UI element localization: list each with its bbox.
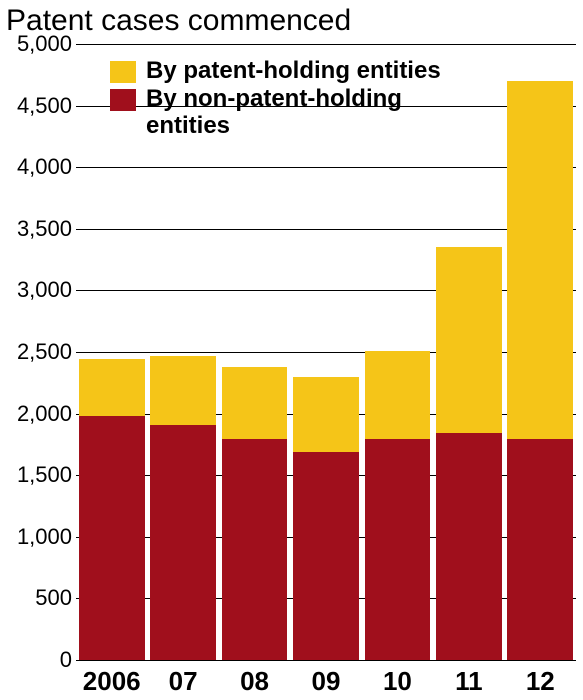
bar-group [436, 44, 502, 660]
y-tick-label: 2,000 [17, 401, 76, 427]
legend-label: By non-patent-holdingentities [146, 86, 402, 139]
chart-container: Patent cases commenced 05001,0001,5002,0… [0, 0, 583, 700]
x-tick-label: 10 [383, 660, 412, 697]
bar-segment-holding [507, 81, 573, 440]
legend-label: By patent-holding entities [146, 58, 441, 84]
y-tick-label: 2,500 [17, 339, 76, 365]
y-tick-label: 1,500 [17, 462, 76, 488]
bar-segment-holding [365, 351, 431, 440]
x-tick-label: 2006 [83, 660, 141, 697]
legend-swatch [110, 89, 136, 111]
y-tick-label: 5,000 [17, 31, 76, 57]
x-tick-label: 12 [526, 660, 555, 697]
legend-item: By patent-holding entities [110, 58, 441, 84]
x-tick-label: 08 [240, 660, 269, 697]
bar-segment-holding [222, 367, 288, 440]
bar-segment-non_holding [365, 439, 431, 660]
legend: By patent-holding entitiesBy non-patent-… [110, 58, 441, 141]
x-tick-label: 11 [455, 660, 483, 697]
bar-segment-non_holding [79, 416, 145, 660]
bar-segment-non_holding [507, 439, 573, 660]
bar-segment-holding [293, 377, 359, 452]
legend-item: By non-patent-holdingentities [110, 86, 441, 139]
bar-segment-holding [150, 356, 216, 425]
bar-segment-holding [79, 359, 145, 416]
bar-segment-non_holding [222, 439, 288, 660]
y-tick-label: 0 [60, 647, 76, 673]
y-tick-label: 3,500 [17, 216, 76, 242]
bar-segment-non_holding [150, 425, 216, 660]
x-tick-label: 09 [312, 660, 341, 697]
bar-segment-non_holding [293, 452, 359, 660]
legend-swatch [110, 61, 136, 83]
y-tick-label: 1,000 [17, 524, 76, 550]
bar-segment-holding [436, 247, 502, 433]
y-tick-label: 4,500 [17, 93, 76, 119]
y-tick-label: 3,000 [17, 277, 76, 303]
bar-segment-non_holding [436, 433, 502, 660]
y-tick-label: 500 [35, 585, 76, 611]
bar-group [507, 44, 573, 660]
y-tick-label: 4,000 [17, 154, 76, 180]
x-tick-label: 07 [169, 660, 198, 697]
